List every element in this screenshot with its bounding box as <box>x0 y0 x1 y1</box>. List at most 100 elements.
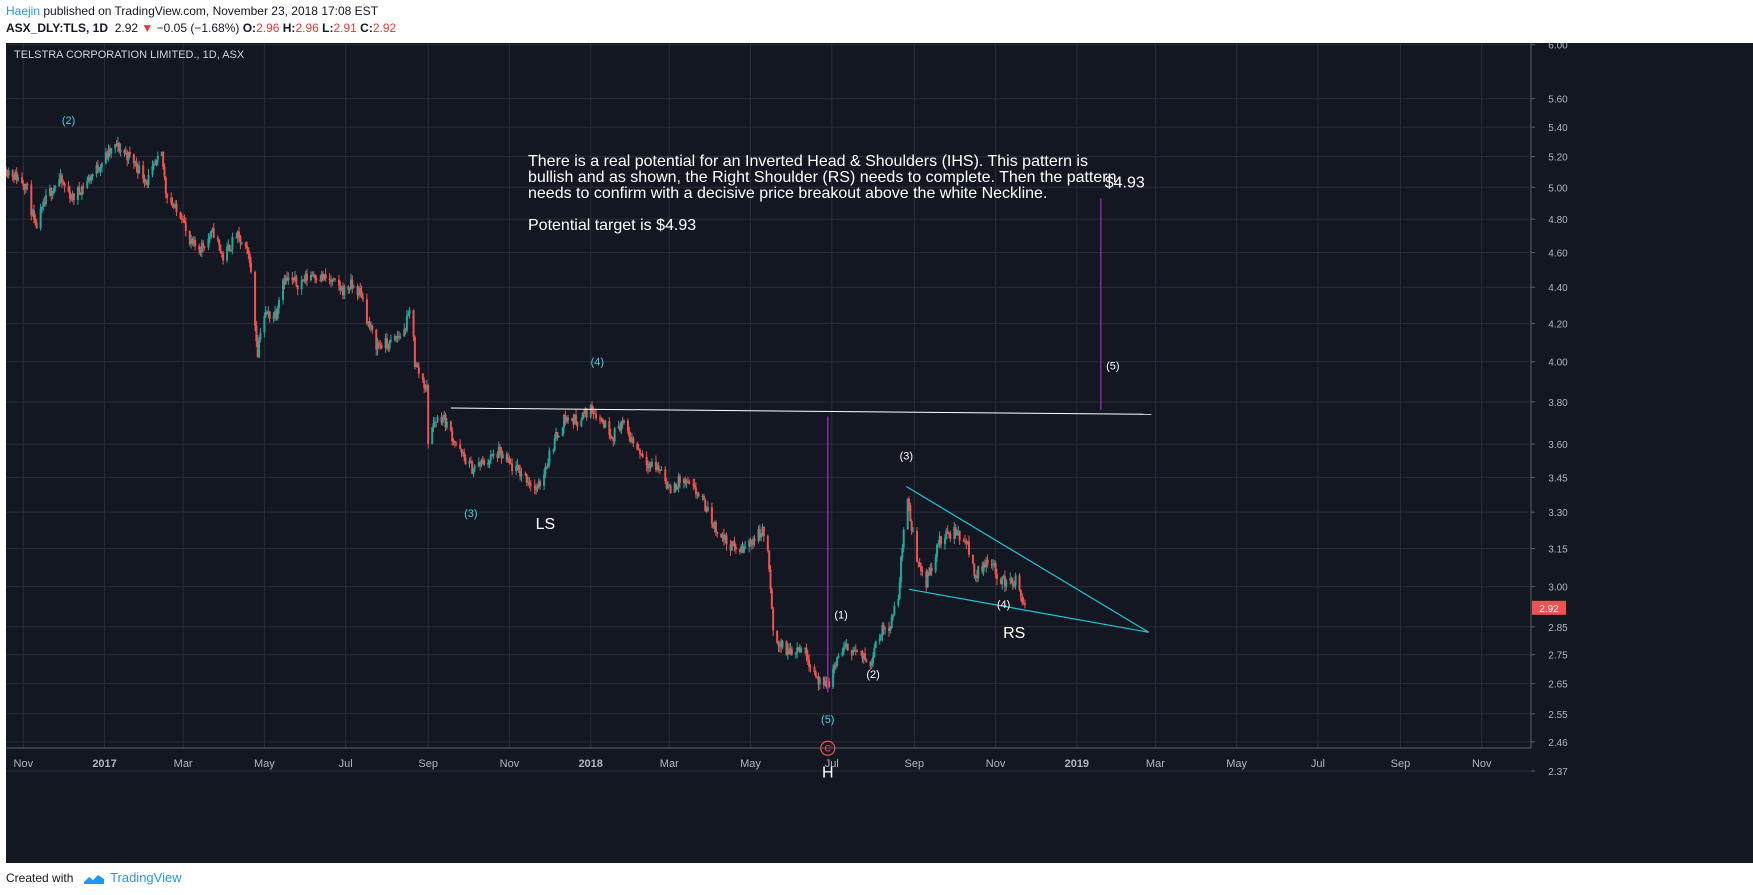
candle-body <box>777 642 780 647</box>
publish-line: Haejin published on TradingView.com, Nov… <box>6 4 378 18</box>
candle-body <box>212 228 215 238</box>
candle-body <box>166 193 169 198</box>
candle-body <box>135 161 138 168</box>
candle-body <box>395 336 398 339</box>
candle-body <box>1018 575 1021 590</box>
y-tick-label: 5.40 <box>1548 123 1568 134</box>
candle-body <box>629 436 632 442</box>
candle-body <box>910 521 913 532</box>
candle-body <box>179 212 182 219</box>
candle-body <box>287 277 290 281</box>
candle-body <box>516 464 519 466</box>
candle-body <box>567 417 570 421</box>
candle-body <box>943 538 946 545</box>
candle-body <box>244 242 247 247</box>
candle-body <box>860 650 863 652</box>
candle-body <box>515 465 518 472</box>
candle-body <box>471 461 474 475</box>
candle-body <box>155 159 158 165</box>
candle-body <box>399 336 402 338</box>
candle-body <box>576 422 579 427</box>
price-axis[interactable]: 6.00 5.60 5.40 5.20 5.00 4.80 4.60 4.40 4.20 4.00… <box>1530 43 1568 778</box>
candle-body <box>191 239 194 244</box>
x-tick-label: Mar <box>1146 758 1165 770</box>
x-tick-label: Nov <box>986 758 1006 770</box>
candle-body <box>35 222 38 229</box>
candle-body <box>164 177 167 194</box>
candle-body <box>1022 602 1025 604</box>
candle-body <box>788 649 791 655</box>
candle-body <box>50 187 53 196</box>
tradingview-logo-icon <box>83 874 104 884</box>
candle-body <box>786 649 789 655</box>
x-tick-label: Nov <box>1472 758 1492 770</box>
candle-body <box>573 415 576 424</box>
time-axis[interactable]: Nov 2017 Mar May Jul Sep Nov 2018 Mar May Jul Sep No… <box>6 747 1531 770</box>
candle-body <box>733 541 736 547</box>
candle-body <box>283 280 286 285</box>
candle-body <box>537 481 540 488</box>
candle-body <box>706 507 709 511</box>
candle-body <box>497 447 500 458</box>
note-line-3: needs to confirm with a decisive price b… <box>528 185 1047 202</box>
candle-body <box>292 279 295 281</box>
candle-body <box>958 530 961 541</box>
candle-body <box>712 523 715 528</box>
candle-body <box>328 278 331 280</box>
candle-body <box>138 165 141 174</box>
candle-body <box>359 288 362 291</box>
candle-body <box>441 417 444 423</box>
candle-body <box>230 249 233 252</box>
candle-body <box>126 152 129 161</box>
candle-body <box>750 542 753 545</box>
author-link[interactable]: Haejin <box>6 4 41 18</box>
candle-body <box>404 329 407 331</box>
candle-body <box>453 441 456 444</box>
candle-body <box>732 541 735 543</box>
candle-body <box>800 648 803 653</box>
candle-body <box>31 210 34 216</box>
last-price-label: 2.92 <box>1539 604 1559 615</box>
tradingview-link[interactable]: TradingView <box>110 870 182 885</box>
y-tick-label: 3.30 <box>1548 508 1568 519</box>
candle-body <box>608 421 611 435</box>
candle-body <box>332 278 335 280</box>
candle-body <box>595 414 598 419</box>
candle-body <box>51 193 54 196</box>
candle-body <box>266 311 269 315</box>
candle-body <box>813 667 816 672</box>
candle-body <box>34 218 37 223</box>
candle-body <box>40 206 43 209</box>
candle-body <box>487 462 490 465</box>
candle-body <box>748 540 751 547</box>
candle-body <box>808 659 811 667</box>
candle-body <box>967 541 970 555</box>
wave-label: (5) <box>821 714 834 726</box>
candle-body <box>685 481 688 484</box>
candle-body <box>460 448 463 453</box>
candle-body <box>1002 576 1005 579</box>
candle-body <box>311 274 314 276</box>
candle-body <box>407 313 410 316</box>
price-chart[interactable]: Nov 2017 Mar May Jul Sep Nov 2018 Mar May Jul Sep No… <box>6 43 1753 863</box>
candle-body <box>744 546 747 548</box>
candle-body <box>379 344 382 346</box>
candle-body <box>749 540 752 543</box>
y-tick-label: 5.20 <box>1548 153 1568 164</box>
candle-body <box>870 663 873 666</box>
candle-body <box>696 493 699 495</box>
candle-body <box>387 345 390 349</box>
symbol-label: ASX_DLY:TLS, 1D <box>6 21 109 35</box>
candle-body <box>636 443 639 450</box>
candle-body <box>701 495 704 497</box>
candle-body <box>901 547 904 558</box>
candle-body <box>873 647 876 657</box>
pattern-label: RS <box>1003 625 1025 642</box>
candle-body <box>520 473 523 477</box>
candle-body <box>725 535 728 545</box>
candle-body <box>583 412 586 414</box>
candle-body <box>274 311 277 315</box>
candle-body <box>945 530 948 539</box>
candle-body <box>657 465 660 470</box>
close-label: C: <box>360 21 373 35</box>
